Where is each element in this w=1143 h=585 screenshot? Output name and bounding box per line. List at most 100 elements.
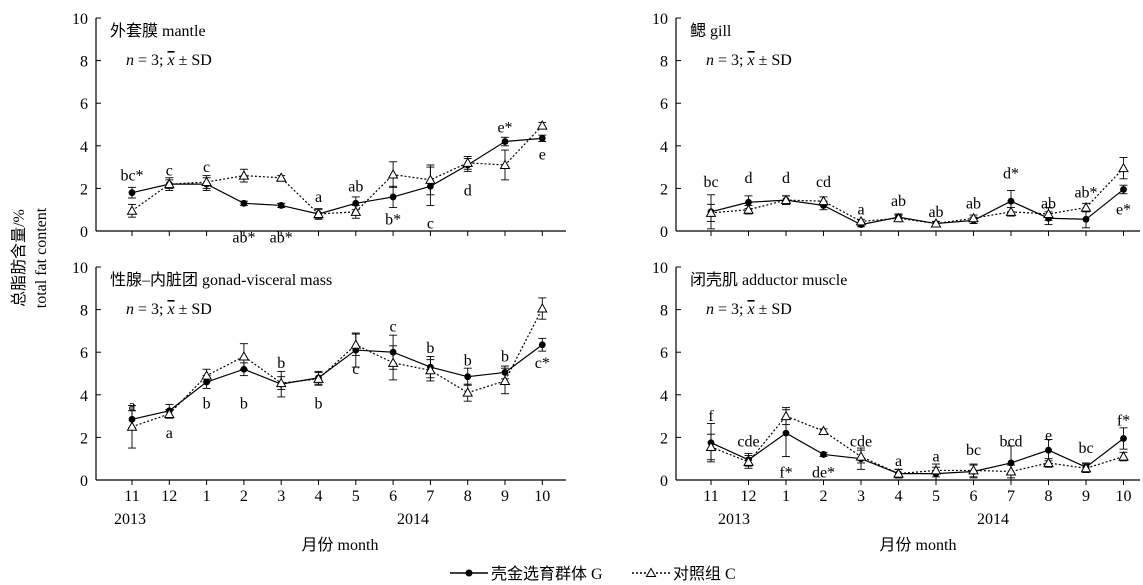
data-point-c: [1043, 457, 1054, 467]
data-point-g: [538, 341, 546, 349]
x-tick-label: 8: [464, 488, 472, 505]
data-point-c: [1005, 465, 1017, 476]
annotation-label: a: [166, 425, 173, 442]
x-tick-label: 7: [426, 488, 434, 505]
annotation-label: a: [895, 453, 902, 470]
x-tick-label: 5: [932, 488, 940, 505]
panel-title: 闭壳肌 adductor muscle: [690, 271, 847, 289]
x-tick-label: 1: [782, 488, 790, 505]
annotation-label: f*: [779, 465, 792, 482]
y-tick-label: 0: [660, 473, 668, 490]
data-point-c: [462, 387, 474, 397]
data-point-c: [1043, 208, 1054, 218]
data-point-c: [780, 194, 792, 205]
series-g: [707, 184, 1128, 230]
x-tick-label: 12: [161, 488, 177, 505]
x-axis-title-right: 月份 month: [880, 536, 957, 554]
data-point-c: [275, 377, 287, 388]
y-tick-label: 2: [80, 181, 88, 198]
legend-c-marker: [645, 567, 657, 577]
legend-g-label: 壳金选育群体 G: [491, 565, 603, 583]
data-point-c: [425, 174, 436, 184]
panel-title: 鳃 gill: [690, 22, 732, 40]
annotation-label: d*: [1003, 165, 1019, 182]
annotation-label: d: [782, 170, 790, 187]
y-tick-label: 8: [660, 54, 668, 71]
annotation-label: d: [464, 183, 472, 200]
y-tick-label: 8: [660, 303, 668, 320]
x-tick-label: 9: [501, 488, 509, 505]
data-point-c: [350, 206, 362, 216]
x-tick-label: 5: [352, 488, 360, 505]
year-label-2013-left: 2013: [114, 511, 146, 528]
annotation-label: b: [501, 348, 509, 365]
data-point-c: [743, 204, 754, 214]
year-label-2014-left: 2014: [397, 511, 429, 528]
y-tick-label: 6: [80, 96, 88, 113]
data-point-g: [1120, 435, 1127, 442]
x-tick-label: 6: [970, 488, 978, 505]
series-g-line: [710, 188, 1124, 226]
y-axis-title-line1: 总脂肪含量/%: [10, 209, 28, 307]
data-point-c: [893, 468, 904, 478]
data-point-c: [499, 375, 511, 385]
data-point-c: [163, 408, 175, 418]
annotation-label: d: [745, 170, 753, 187]
year-label-2014-right: 2014: [977, 511, 1009, 528]
series-g-line: [131, 137, 543, 215]
y-tick-label: 0: [660, 224, 668, 241]
y-tick-label: 0: [80, 224, 88, 241]
panel-stats: n = 3; x ± SD: [706, 301, 792, 318]
data-point-c: [780, 410, 792, 421]
x-tick-label: 2: [820, 488, 828, 505]
x-tick-label: 1: [203, 488, 211, 505]
series-g-line: [710, 432, 1124, 475]
data-point-c: [425, 364, 436, 375]
y-axis-title-line2: total fat content: [33, 207, 50, 308]
data-point-c: [126, 421, 138, 431]
data-point-c: [1080, 462, 1092, 473]
data-point-c: [930, 464, 942, 475]
annotation-label: cde: [737, 434, 759, 451]
annotation-label: b: [426, 340, 434, 357]
data-point-c: [350, 339, 362, 349]
panel-stats: n = 3; x ± SD: [706, 52, 792, 69]
data-point-c: [313, 208, 324, 218]
data-point-c: [855, 215, 867, 226]
data-point-c: [201, 176, 212, 187]
annotation-label: ab: [891, 193, 906, 210]
data-point-c: [238, 170, 250, 180]
series-g: [128, 332, 547, 429]
x-tick-label: 8: [1045, 488, 1053, 505]
y-tick-label: 8: [80, 54, 88, 71]
data-point-c: [126, 205, 138, 215]
annotation-label: a: [857, 202, 864, 219]
series-c-line: [710, 415, 1124, 475]
data-point-c: [536, 303, 548, 313]
annotation-label: ab: [1041, 195, 1056, 212]
series-c-line: [131, 308, 543, 428]
data-point-c: [968, 464, 979, 475]
data-point-c: [1118, 451, 1129, 461]
y-tick-label: 10: [652, 260, 668, 277]
legend: 壳金选育群体 G 对照组 C: [450, 565, 736, 583]
panel-stats: n = 3; x ± SD: [126, 52, 212, 69]
data-point-g: [745, 198, 752, 206]
x-tick-label: 10: [534, 488, 550, 505]
data-point-c: [743, 456, 754, 466]
annotation-label: bc: [966, 442, 981, 459]
data-point-g: [501, 138, 509, 145]
data-point-c: [1118, 162, 1129, 173]
data-point-g: [240, 199, 248, 207]
x-axis-title-left: 月份 month: [302, 536, 379, 554]
annotation-label: f: [708, 408, 714, 425]
data-point-g: [1007, 197, 1015, 205]
data-point-c: [893, 212, 904, 223]
series-c: [126, 120, 548, 219]
x-tick-label: 11: [703, 488, 718, 505]
y-tick-label: 6: [80, 345, 88, 362]
